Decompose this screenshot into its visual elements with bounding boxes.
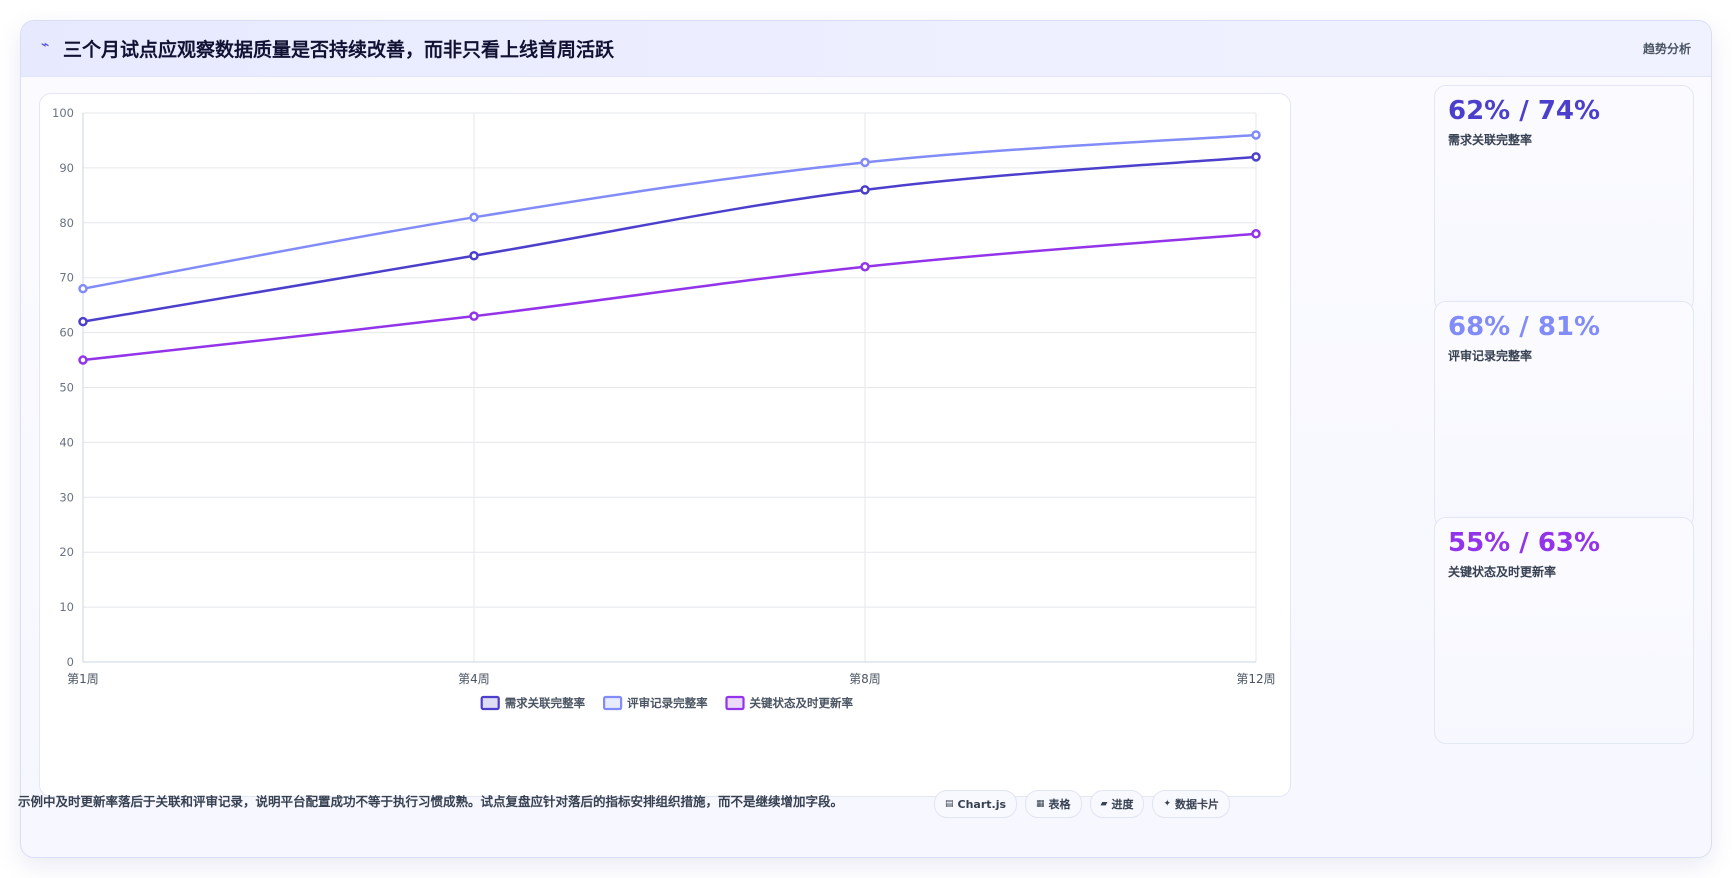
legend-swatch [480,695,500,711]
trend-analysis-tag: 趋势分析 [1642,42,1691,56]
pill-chartjs[interactable]: ▤ Chart.js [934,790,1018,818]
footer-note: 示例中及时更新率落后于关联和评审记录，说明平台配置成功不等于执行习惯成熟。试点复… [18,794,844,809]
stat-label: 关键状态及时更新率 [1448,565,1557,579]
data-point [78,355,88,365]
pill-label: 进度 [1111,798,1134,811]
chart-panel: 0 10 20 30 40 50 60 70 80 90 100 第1周 第4周 第8周 第12周需求关联完… [39,93,1291,797]
data-point [1251,229,1261,239]
data-point [78,283,88,294]
data-point [469,250,479,261]
y-tick-label: 70 [59,271,74,285]
chart-icon: ▤ [945,799,954,809]
stat-card-status: 55% / 63% 关键状态及时更新率 [1434,517,1694,744]
pill-label: Chart.js [957,797,1007,811]
series-line-2 [81,133,1258,290]
y-tick-label: 0 [67,655,74,669]
stat-label: 评审记录完整率 [1448,349,1533,363]
x-tick-label: 第8周 [849,672,881,686]
y-tick-label: 50 [59,381,74,395]
x-tick-label: 第1周 [67,672,99,686]
table-icon: ▦ [1036,799,1045,809]
y-tick-label: 40 [59,435,74,449]
data-point [469,212,479,223]
data-point [1251,130,1261,140]
line-chart: 0 10 20 30 40 50 60 70 80 90 100 第1周 第4周 第8周 第12周需求关联完… [52,106,1276,711]
pill-label: 数据卡片 [1175,798,1220,811]
pill-data-card[interactable]: ✦ 数据卡片 [1152,790,1231,818]
page-title: 三个月试点应观察数据质量是否持续改善，而非只看上线首周活跃 [63,39,615,61]
legend-label: 评审记录完整率 [627,696,708,710]
pill-group: ▤ Chart.js ▦ 表格 ▰ 进度 ✦ 数据卡片 [934,790,1231,818]
y-tick-label: 90 [59,161,74,175]
pill-progress[interactable]: ▰ 进度 [1089,790,1145,818]
y-tick-label: 10 [59,600,74,614]
series-line-3 [81,232,1258,362]
sparkle-icon: ✦ [1163,799,1172,809]
y-tick-label: 20 [59,545,74,559]
data-point [860,157,870,168]
data-point [469,311,479,321]
y-tick-label: 60 [59,326,74,340]
legend-label: 需求关联完整率 [505,696,586,710]
stat-value: 62% / 74% [1448,96,1601,126]
pulse-icon: ⌁ [41,37,50,53]
legend-swatch [602,695,623,711]
pill-label: 表格 [1048,798,1071,811]
analysis-card: ⌁ 三个月试点应观察数据质量是否持续改善，而非只看上线首周活跃 趋势分析 0 10… [20,20,1712,858]
y-tick-label: 100 [52,106,74,120]
card-header: ⌁ 三个月试点应观察数据质量是否持续改善，而非只看上线首周活跃 趋势分析 [21,21,1711,77]
progress-icon: ▰ [1100,799,1108,809]
x-tick-label: 第12周 [1236,672,1275,686]
data-point [78,316,88,327]
pill-table[interactable]: ▦ 表格 [1025,790,1082,818]
stat-label: 需求关联完整率 [1448,133,1533,147]
legend-swatch [725,695,745,711]
stat-value: 68% / 81% [1448,312,1601,342]
stat-value: 55% / 63% [1448,528,1601,558]
x-tick-label: 第4周 [458,672,490,686]
data-point [1251,152,1261,162]
stat-card-review: 68% / 81% 评审记录完整率 [1434,301,1694,528]
series-line-1 [81,155,1258,323]
data-point [860,185,870,195]
legend-label: 关键状态及时更新率 [750,696,854,710]
y-tick-label: 80 [59,216,74,230]
y-tick-label: 30 [59,490,74,504]
data-point [860,261,870,272]
stat-card-requirement: 62% / 74% 需求关联完整率 [1434,85,1694,312]
